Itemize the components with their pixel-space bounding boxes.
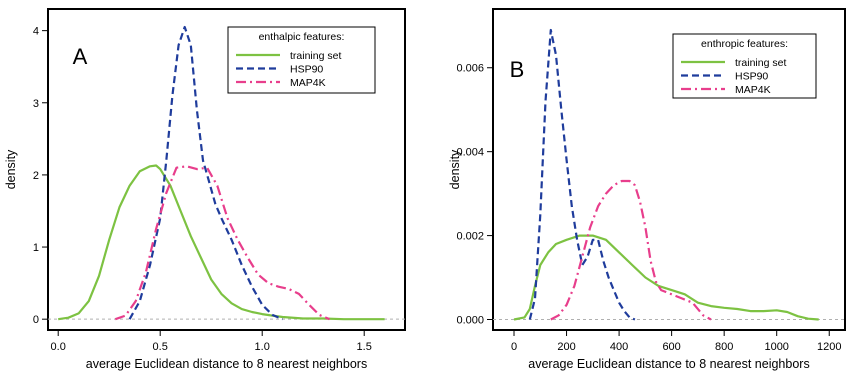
panel-letter: B (510, 57, 525, 82)
x-tick-label: 400 (610, 341, 628, 353)
x-tick-label: 0.0 (51, 341, 66, 353)
y-tick-label: 0 (33, 314, 39, 326)
plot-frame (492, 8, 846, 331)
x-tick-label: 200 (557, 341, 575, 353)
plot-frame (47, 8, 406, 331)
x-tick-label: 1200 (817, 341, 841, 353)
x-tick-label: 0.5 (153, 341, 168, 353)
legend-entry: HSP90 (290, 64, 323, 76)
x-axis-title: average Euclidean distance to 8 nearest … (528, 357, 809, 371)
legend-title: enthalpic features: (259, 31, 345, 43)
x-axis-title: average Euclidean distance to 8 nearest … (86, 357, 367, 371)
legend-box (672, 33, 817, 99)
series-line-hsp90 (528, 28, 636, 321)
y-tick-label: 4 (33, 26, 39, 38)
legend-entry: MAP4K (290, 77, 326, 89)
legend-entry: HSP90 (735, 71, 768, 83)
x-tick-label: 1000 (764, 341, 788, 353)
y-tick-label: 0.004 (456, 147, 484, 159)
panel-letter: A (73, 44, 88, 69)
legend-entry: MAP4K (735, 84, 771, 96)
x-tick-label: 1.5 (357, 341, 372, 353)
legend-box (227, 26, 376, 94)
y-tick-label: 0.006 (456, 63, 484, 75)
series-line-training-set (513, 234, 819, 321)
legend-entry: training set (735, 57, 786, 69)
panel-b: 0 200 400 600 800 1000 1200 0.000 0.002 0.004 0.00… (448, 8, 846, 371)
x-tick-label: 800 (715, 341, 733, 353)
legend: enthalpic features: training set HSP90MAP4… (227, 26, 376, 94)
legend-title: enthropic features: (701, 38, 788, 50)
x-tick-label: 0 (511, 341, 517, 353)
panel-a: 0.0 0.5 1.0 1.5 0 1 2 3 4 average Euclidean dista… (4, 8, 406, 371)
series-line-map4k (114, 165, 330, 321)
y-tick-label: 0.000 (456, 315, 484, 327)
x-tick-label: 1.0 (255, 341, 270, 353)
y-axis-title: density (4, 149, 18, 189)
series-line-training-set (58, 164, 385, 321)
series-line-map4k (550, 179, 712, 321)
y-axis-title: density (448, 149, 462, 189)
legend: enthropic features: training set HSP90MAP4… (672, 33, 817, 99)
y-tick-label: 1 (33, 242, 39, 254)
legend-entry: training set (290, 50, 341, 62)
y-tick-label: 2 (33, 170, 39, 182)
y-tick-label: 3 (33, 98, 39, 110)
y-tick-label: 0.002 (456, 231, 484, 243)
x-tick-label: 600 (662, 341, 680, 353)
